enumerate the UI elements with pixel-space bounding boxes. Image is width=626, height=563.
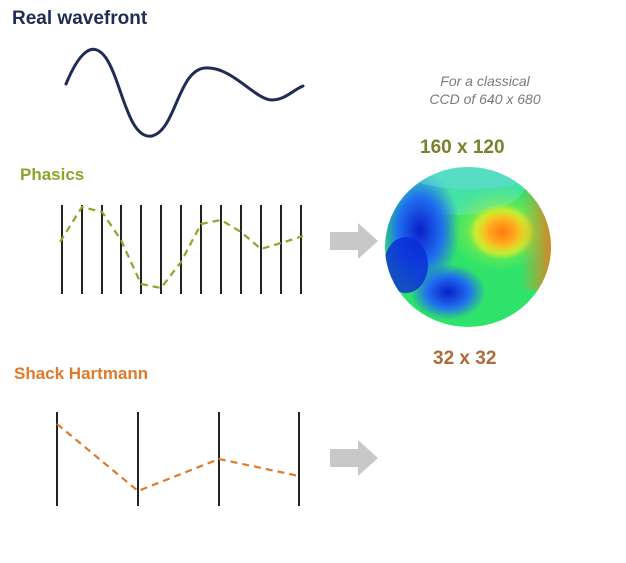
shack-hartmann-phase-map bbox=[386, 380, 556, 546]
ccd-note-line-2: CCD of 640 x 680 bbox=[429, 91, 541, 107]
phasics-grating-lines bbox=[61, 205, 302, 294]
shack-hartmann-sampled-curve bbox=[56, 423, 300, 493]
phasics-resolution: 160 x 120 bbox=[420, 137, 505, 158]
phasics-sampled-curve bbox=[59, 205, 304, 290]
shack-hartmann-lenslet-lines bbox=[56, 412, 300, 506]
real-wavefront-title: Real wavefront bbox=[12, 8, 148, 29]
arrow-icon bbox=[330, 440, 378, 476]
ccd-note-line-1: For a classical bbox=[440, 73, 530, 89]
shack-hartmann-title: Shack Hartmann bbox=[14, 364, 149, 383]
arrow-icon bbox=[330, 223, 378, 259]
ccd-note: For a classical CCD of 640 x 680 bbox=[390, 72, 580, 108]
phasics-phase-map bbox=[385, 167, 551, 327]
phasics-title: Phasics bbox=[20, 165, 85, 184]
real-wavefront-curve bbox=[64, 47, 305, 138]
shack-hartmann-resolution: 32 x 32 bbox=[433, 348, 497, 369]
